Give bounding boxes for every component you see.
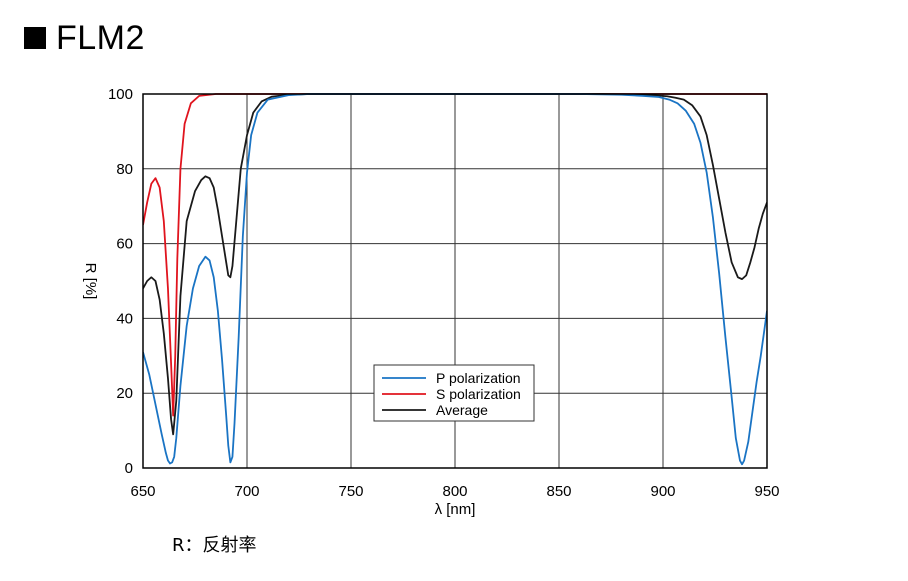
title-square-icon [24,27,46,49]
series-line-p-polarization [143,93,767,466]
y-tick-label: 100 [108,86,133,103]
x-tick-label: 950 [754,483,779,500]
x-tick-label: 650 [130,483,155,500]
x-tick-label: 850 [546,483,571,500]
y-tick-label: 0 [125,460,133,477]
x-axis-label: λ [nm] [435,501,476,518]
y-tick-label: 80 [116,161,133,178]
legend-label: Average [436,402,488,418]
legend-label: P polarization [436,370,521,386]
page-title: FLM2 [24,18,145,58]
legend-label: S polarization [436,386,521,402]
series-line-average [143,93,767,436]
chart-note: R：反射率 [172,535,257,556]
x-tick-label: 750 [338,483,363,500]
y-tick-label: 40 [116,310,133,327]
y-tick-label: 60 [116,236,133,253]
y-axis-label: R [%] [82,263,99,300]
x-tick-label: 900 [650,483,675,500]
y-tick-label: 20 [116,385,133,402]
page-title-text: FLM2 [56,18,145,57]
x-tick-label: 700 [234,483,259,500]
legend-box [373,364,535,422]
plot-frame [142,93,768,469]
x-tick-label: 800 [442,483,467,500]
